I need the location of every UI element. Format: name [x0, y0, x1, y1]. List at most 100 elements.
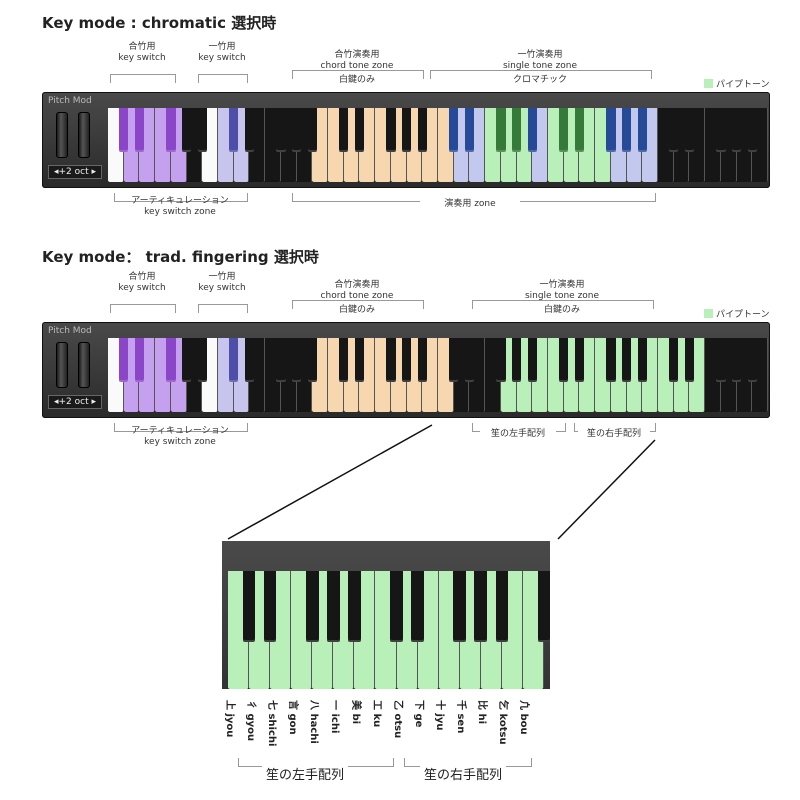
s1-black-key[interactable]	[401, 108, 412, 153]
s2-black-key[interactable]	[166, 338, 176, 383]
zoom-black-key[interactable]	[305, 571, 319, 642]
s1-black-key[interactable]	[669, 108, 679, 153]
s2-black-key[interactable]	[637, 338, 647, 383]
section1-heading: Key mode : chromatic 選択時	[42, 14, 277, 32]
s2-black-key[interactable]	[197, 338, 207, 383]
s2-mod-wheel[interactable]	[78, 342, 90, 388]
zoom-black-key[interactable]	[263, 571, 277, 642]
s2-black-key[interactable]	[119, 338, 129, 383]
s1-black-key[interactable]	[417, 108, 427, 153]
s1-black-key[interactable]	[229, 108, 239, 153]
s2-black-key[interactable]	[747, 338, 757, 383]
s2-pitch-wheel[interactable]	[56, 342, 68, 388]
s1-pitch-mod-label: Pitch Mod	[48, 96, 92, 106]
s2-black-key[interactable]	[449, 338, 459, 383]
s2-chord-zone-label: 合竹演奏用 chord tone zone 白鍵のみ	[320, 280, 394, 315]
s1-black-key[interactable]	[496, 108, 506, 153]
s2-black-key[interactable]	[386, 338, 396, 383]
zoom-keyboard-panel	[222, 541, 551, 689]
s1-black-key[interactable]	[731, 108, 742, 153]
s1-black-key[interactable]	[559, 108, 569, 153]
s2-keyboard-panel: Pitch Mod ◂+2 oct ▸	[42, 322, 770, 418]
s2-octave-selector[interactable]: ◂+2 oct ▸	[48, 395, 102, 409]
s2-black-key[interactable]	[291, 338, 302, 383]
s1-chord-zone-label: 合竹演奏用 chord tone zone 白鍵のみ	[320, 50, 394, 85]
s1-black-key[interactable]	[606, 108, 616, 153]
s2-black-key[interactable]	[339, 338, 349, 383]
s2-black-key[interactable]	[669, 338, 679, 383]
s1-black-key[interactable]	[339, 108, 349, 153]
zoom-key-label-text: 比 hi	[476, 700, 488, 725]
s1-black-key[interactable]	[511, 108, 522, 153]
s2-black-key[interactable]	[417, 338, 427, 383]
zoom-key-label-text: 工 ku	[371, 700, 382, 728]
zoom-black-key[interactable]	[411, 571, 424, 642]
s2-black-key[interactable]	[574, 338, 585, 383]
s1-black-key[interactable]	[181, 108, 192, 153]
s2-black-key[interactable]	[307, 338, 317, 383]
s2-black-key[interactable]	[354, 338, 365, 383]
s2-black-key[interactable]	[496, 338, 506, 383]
s2-single-zone-bracket	[472, 300, 654, 309]
s1-keyboard	[108, 108, 768, 182]
s1-black-key[interactable]	[291, 108, 302, 153]
s2-single-zone-label: 一竹演奏用 single tone zone 白鍵のみ	[524, 280, 600, 315]
s1-black-key[interactable]	[197, 108, 207, 153]
s1-black-key[interactable]	[166, 108, 176, 153]
zoom-key-label-text: 言 gon	[286, 700, 298, 735]
s2-black-key[interactable]	[606, 338, 616, 383]
zoom-key-label-text: 彳 gyou	[244, 700, 256, 742]
s2-black-key[interactable]	[511, 338, 522, 383]
s1-chord-zone-bracket	[292, 70, 424, 79]
s2-artic-label: アーティキュレーション key switch zone	[131, 426, 229, 447]
s2-black-key[interactable]	[464, 338, 475, 383]
s1-black-key[interactable]	[621, 108, 632, 153]
s1-chord-ks-label: 合竹用 key switch	[118, 42, 166, 63]
s1-black-key[interactable]	[747, 108, 757, 153]
s1-legend-swatch	[704, 79, 713, 88]
zoom-key-label-text: 一 ichi	[328, 700, 340, 734]
zoom-black-key[interactable]	[495, 571, 509, 642]
s1-black-key[interactable]	[716, 108, 726, 153]
s1-black-key[interactable]	[244, 108, 255, 153]
s1-mod-wheel[interactable]	[78, 112, 90, 158]
s2-black-key[interactable]	[244, 338, 255, 383]
s2-black-key[interactable]	[276, 338, 286, 383]
zoom-black-key[interactable]	[348, 571, 361, 642]
s2-black-key[interactable]	[229, 338, 239, 383]
zoom-key-label-text: 千 sen	[455, 700, 467, 734]
s2-black-key[interactable]	[731, 338, 742, 383]
zoom-black-key[interactable]	[390, 571, 403, 642]
s2-chord-ks-label: 合竹用 key switch	[118, 272, 166, 293]
zoom-black-key[interactable]	[537, 571, 551, 642]
s2-black-key[interactable]	[134, 338, 145, 383]
s1-black-key[interactable]	[307, 108, 317, 153]
s2-black-key[interactable]	[684, 338, 695, 383]
zoom-black-key[interactable]	[327, 571, 340, 642]
s2-black-key[interactable]	[559, 338, 569, 383]
s1-black-key[interactable]	[386, 108, 396, 153]
s1-black-key[interactable]	[276, 108, 286, 153]
s1-black-key[interactable]	[134, 108, 145, 153]
zoom-black-key[interactable]	[474, 571, 488, 642]
s2-black-key[interactable]	[181, 338, 192, 383]
s1-artic-bracket	[114, 193, 248, 202]
s1-black-key[interactable]	[637, 108, 647, 153]
s1-pitch-wheel[interactable]	[56, 112, 68, 158]
s1-black-key[interactable]	[464, 108, 475, 153]
s2-black-key[interactable]	[621, 338, 632, 383]
s1-black-key[interactable]	[574, 108, 585, 153]
s2-single-ks-label: 一竹用 key switch	[198, 272, 246, 293]
s1-black-key[interactable]	[354, 108, 365, 153]
s1-black-key[interactable]	[684, 108, 695, 153]
s2-black-key[interactable]	[716, 338, 726, 383]
s1-black-key[interactable]	[527, 108, 537, 153]
s2-black-key[interactable]	[401, 338, 412, 383]
zoom-black-key[interactable]	[453, 571, 467, 642]
zoom-black-key[interactable]	[242, 571, 256, 642]
s1-octave-selector[interactable]: ◂+2 oct ▸	[48, 165, 102, 179]
s2-black-key[interactable]	[527, 338, 537, 383]
s1-black-key[interactable]	[119, 108, 129, 153]
s1-black-key[interactable]	[449, 108, 459, 153]
